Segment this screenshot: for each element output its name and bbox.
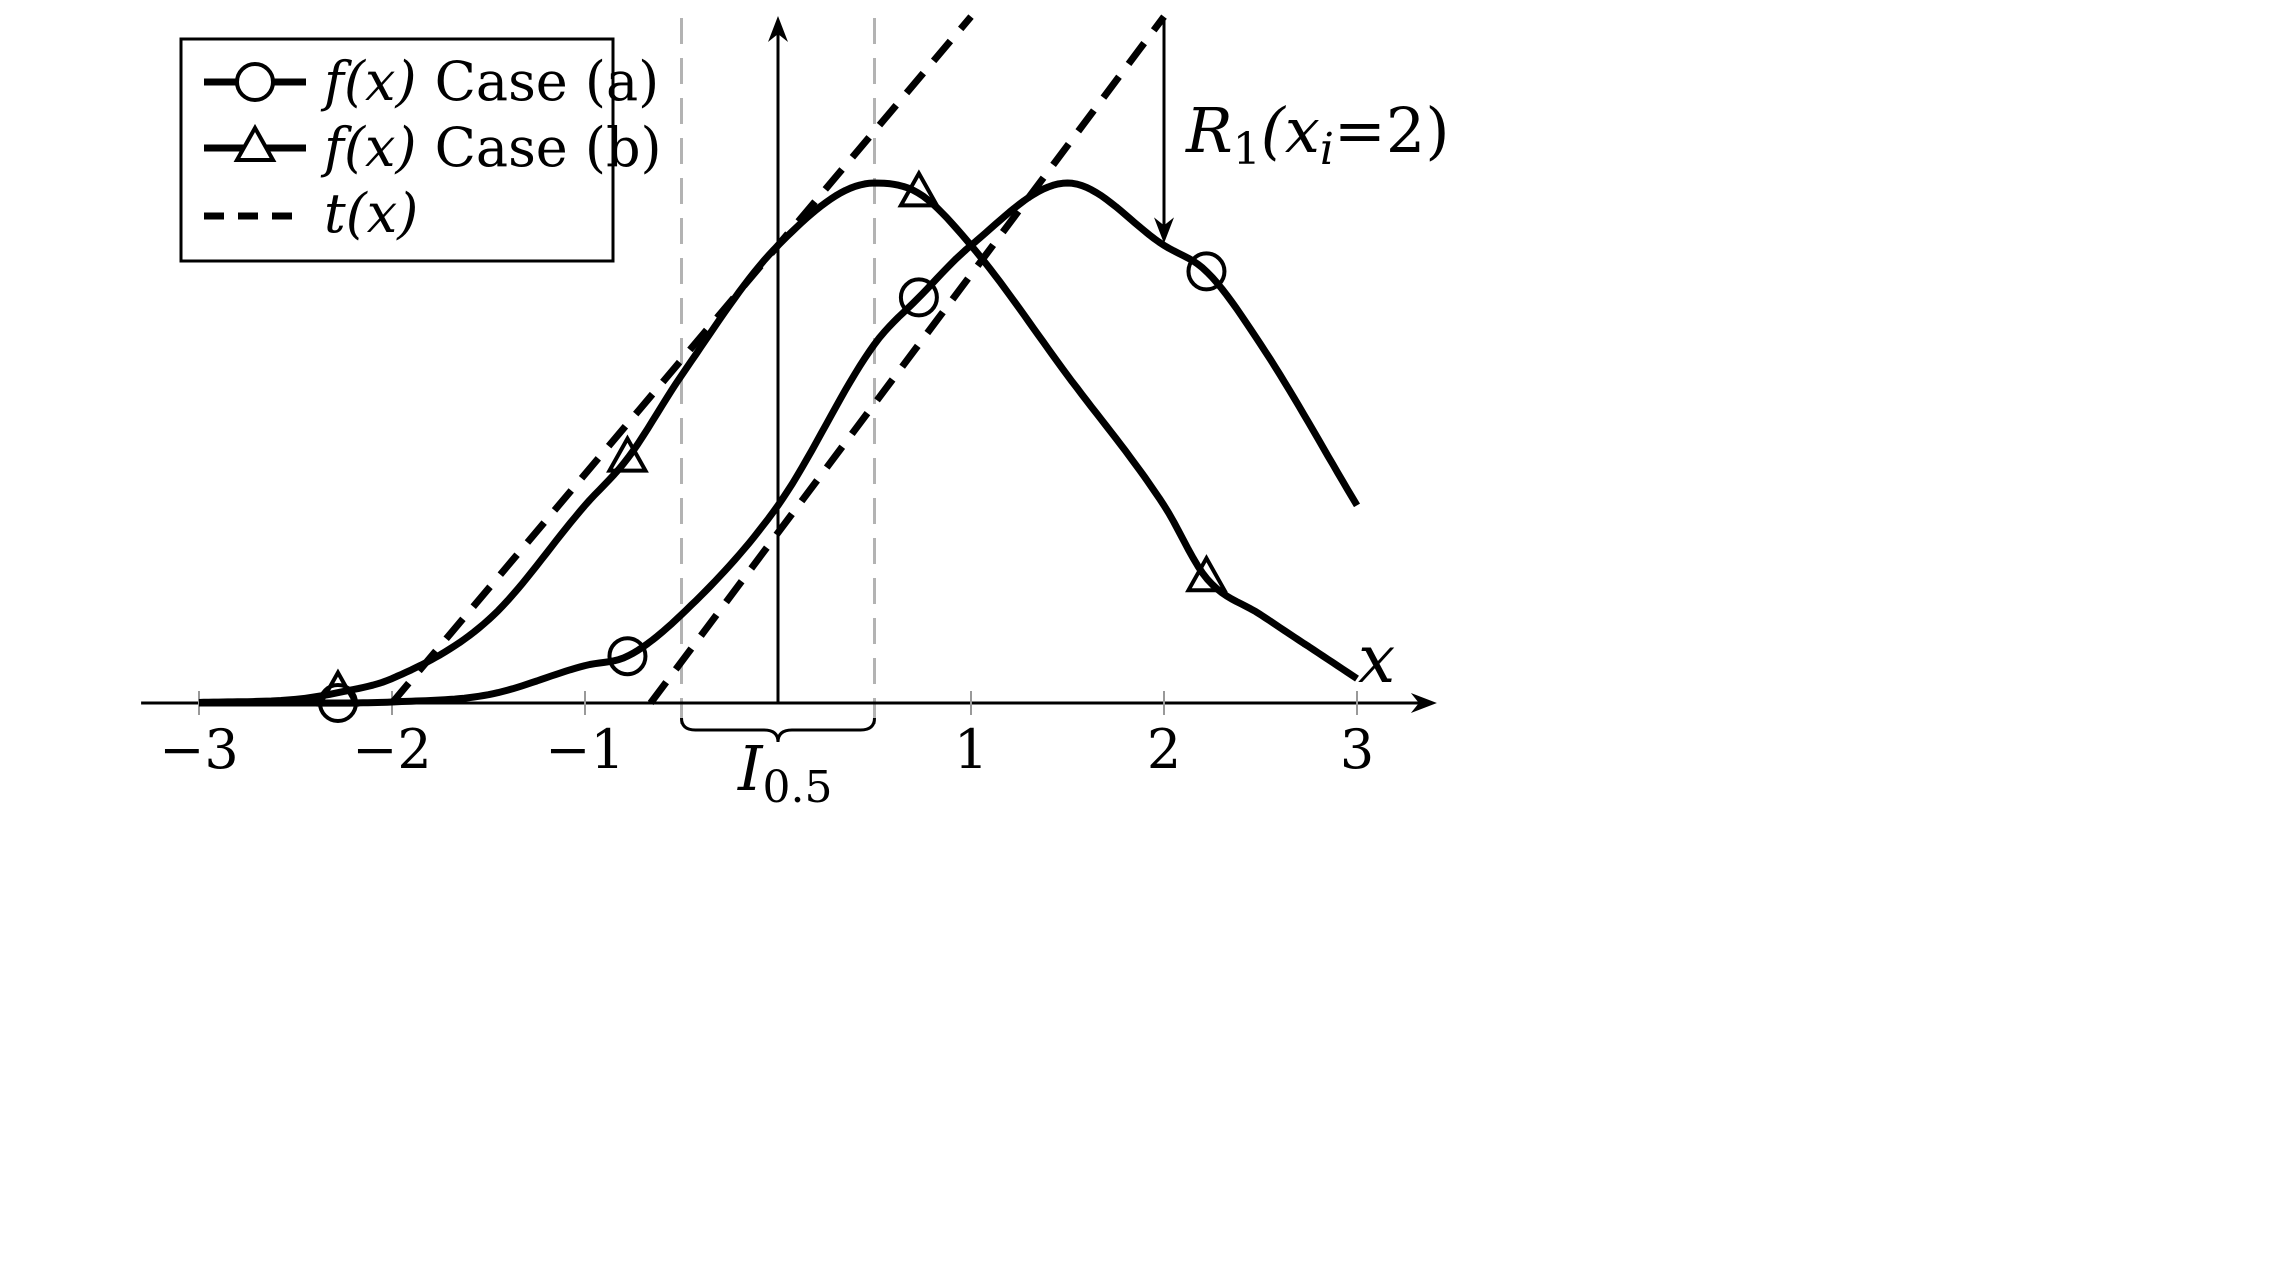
x-ticks: −3 −2 −1 1 2 3 xyxy=(159,691,1374,781)
x-axis-label: x xyxy=(1358,621,1395,698)
legend-label: f(x) Case (a) xyxy=(320,50,659,113)
legend-item-a: f(x) Case (a) xyxy=(204,50,659,113)
interval-brace xyxy=(680,717,876,743)
residual-label-sub: 1 xyxy=(1233,124,1261,175)
series-b-marker xyxy=(316,668,360,707)
legend-swatch-circle xyxy=(235,62,275,102)
annotations: I0.5 R1(xi=2) xyxy=(680,18,1450,813)
legend-item-b: f(x) Case (b) xyxy=(204,116,662,179)
curves xyxy=(198,14,1361,707)
x-tick-label: 3 xyxy=(1340,718,1374,781)
series-a-marker xyxy=(1186,251,1227,292)
markers xyxy=(316,169,1228,723)
legend-label-math: f(x) xyxy=(320,50,417,113)
legend: f(x) Case (a) f(x) Case (b) t(x) xyxy=(179,37,662,263)
legend-label-text: Case (b) xyxy=(435,116,662,179)
residual-arrowhead xyxy=(1154,217,1174,244)
residual-label-main: R xyxy=(1185,94,1233,167)
series-a-marker xyxy=(607,636,648,677)
x-tick-label: −3 xyxy=(159,718,239,781)
legend-label-math: f(x) xyxy=(320,116,417,179)
legend-label: t(x) xyxy=(324,182,418,245)
legend-label-text: Case (a) xyxy=(435,50,660,113)
residual-label-rest: =2) xyxy=(1334,94,1450,167)
legend-label: f(x) Case (b) xyxy=(320,116,662,179)
series-b-marker xyxy=(606,434,649,473)
x-tick-label: −1 xyxy=(545,718,625,781)
series-a-marker xyxy=(898,277,939,318)
legend-swatch-triangle xyxy=(233,123,277,162)
x-tick-label: 2 xyxy=(1147,718,1181,781)
series-b-marker xyxy=(1185,554,1228,593)
residual-label-sub2: i xyxy=(1320,124,1334,175)
y-axis-arrowhead xyxy=(768,16,788,42)
interval-label-main: I xyxy=(737,732,764,805)
residual-label: R1(xi=2) xyxy=(1185,94,1450,175)
residual-label-args: (x xyxy=(1261,94,1320,167)
x-tick-label: −2 xyxy=(352,718,432,781)
x-axis-arrowhead xyxy=(1410,693,1437,713)
tangent-line-3 xyxy=(647,14,1167,706)
x-tick-label: 1 xyxy=(954,718,988,781)
interval-label: I0.5 xyxy=(737,732,832,813)
series-b-marker xyxy=(897,169,941,208)
legend-label-math: t(x) xyxy=(324,182,418,245)
tangent-line-2 xyxy=(389,14,974,706)
interval-label-sub: 0.5 xyxy=(763,762,833,813)
legend-item-t: t(x) xyxy=(204,182,418,245)
